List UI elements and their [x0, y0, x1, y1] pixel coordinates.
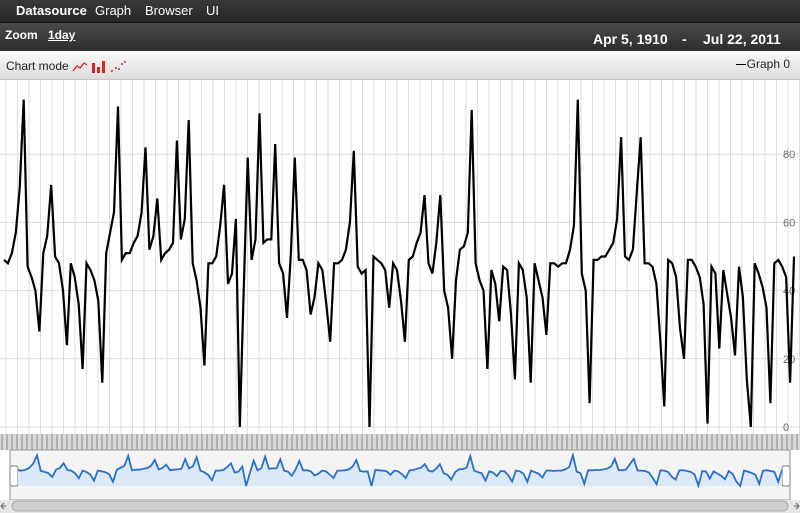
scroll-right-icon — [794, 502, 800, 510]
end-date[interactable]: Jul 22, 2011 — [703, 31, 781, 47]
y-tick-label: 60 — [783, 217, 795, 229]
scroll-left-icon — [0, 502, 6, 510]
y-tick-label: 80 — [783, 149, 795, 161]
axis-strip — [0, 434, 800, 450]
navigator-line — [17, 451, 783, 489]
date-separator: - — [682, 31, 687, 47]
chart-mode-bar: Chart mode Graph 0 — [0, 51, 800, 80]
menu-bar: Datasource Graph Browser UI — [0, 0, 800, 23]
legend: Graph 0 — [735, 57, 790, 71]
series-line-graph-0 — [3, 99, 796, 428]
menu-datasource[interactable]: Datasource — [16, 3, 87, 18]
chart-mode-label: Chart mode — [6, 59, 69, 73]
navigator-area — [18, 455, 782, 486]
line-chart-icon[interactable] — [72, 59, 88, 73]
navigator-left-handle — [9, 465, 19, 487]
legend-swatch — [735, 64, 746, 66]
navigator[interactable] — [0, 434, 800, 513]
start-date[interactable]: Apr 5, 1910 — [593, 31, 668, 47]
scatter-chart-icon[interactable] — [110, 59, 126, 73]
toolbar: Zoom 1day Apr 5, 1910 - Jul 22, 2011 — [0, 23, 800, 51]
bar-chart-icon[interactable] — [91, 59, 107, 73]
menu-ui[interactable]: UI — [206, 3, 219, 18]
navigator-right-handle — [781, 465, 791, 487]
y-tick-label: 0 — [783, 422, 789, 434]
scrollbar-thumb — [11, 500, 789, 512]
menu-graph[interactable]: Graph — [95, 3, 132, 18]
zoom-label: Zoom — [5, 28, 38, 42]
menu-browser[interactable]: Browser — [145, 3, 193, 18]
zoom-1day-link[interactable]: 1day — [48, 28, 76, 42]
legend-label: Graph 0 — [746, 57, 790, 71]
